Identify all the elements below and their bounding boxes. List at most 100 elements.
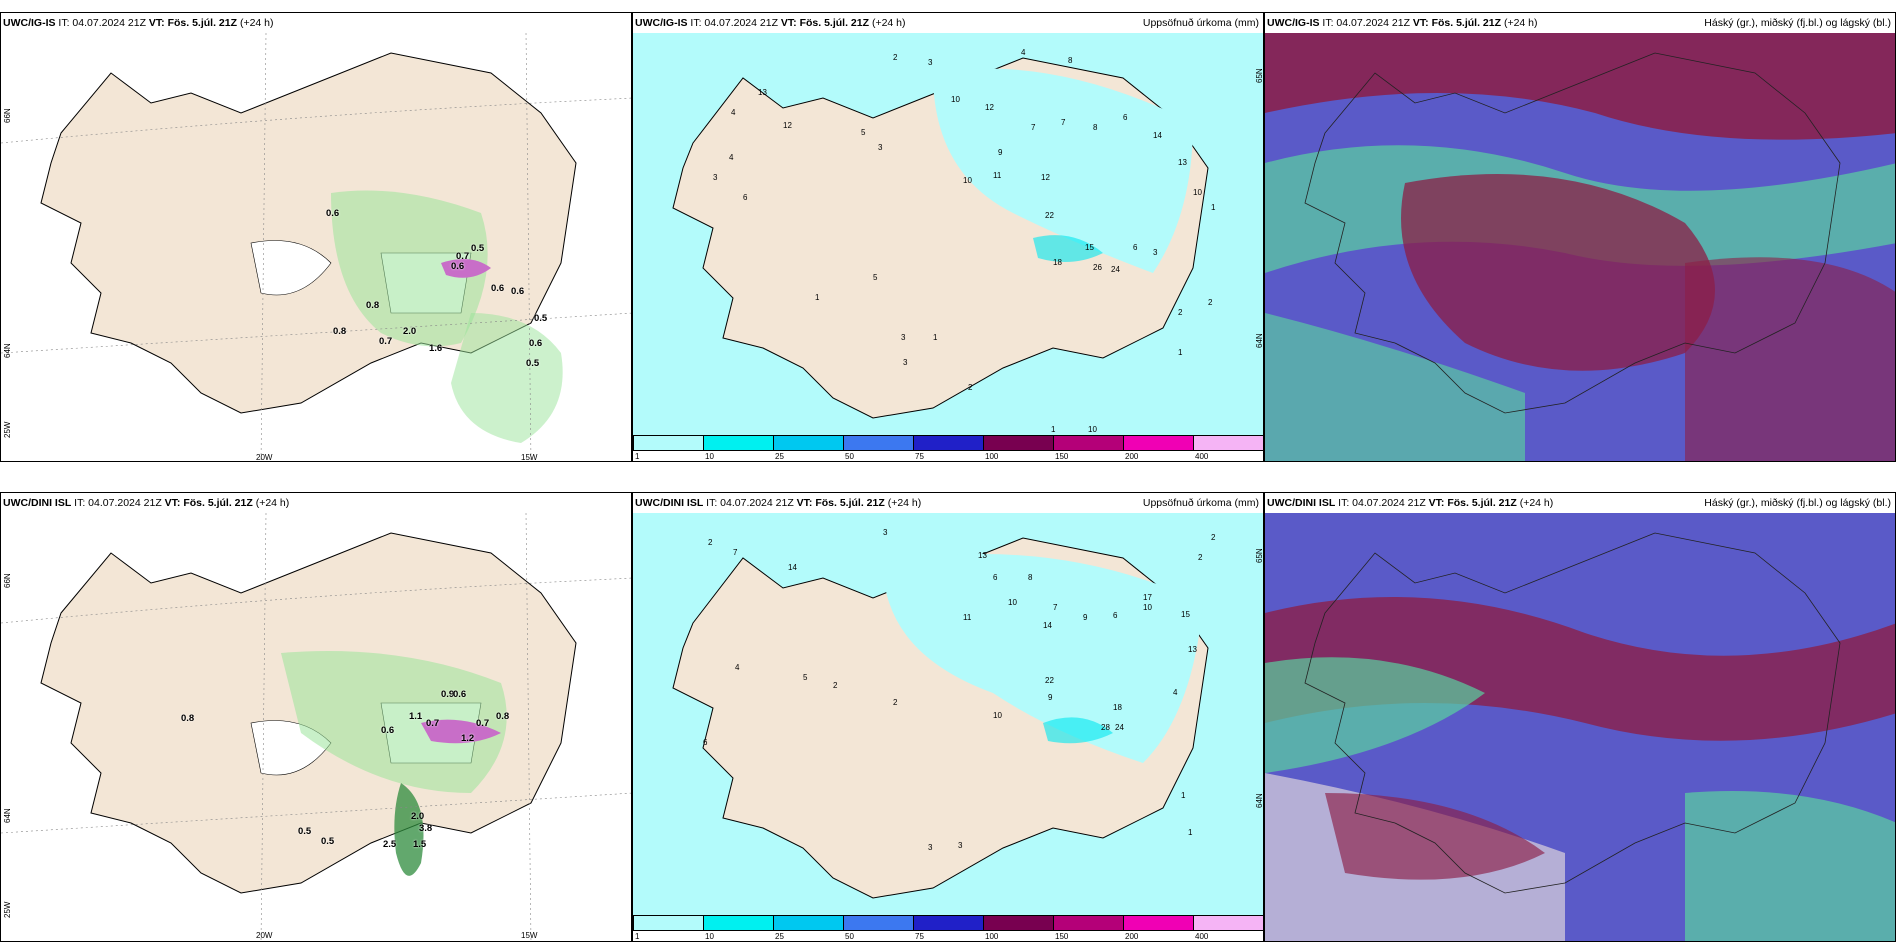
precip-value: 1 — [1178, 348, 1183, 357]
precip-value: 7 — [1061, 118, 1066, 127]
precip-value: 18 — [1113, 703, 1122, 712]
snow-value: 2.0 — [403, 326, 417, 337]
precip-value: 7 — [1053, 603, 1058, 612]
colorbar-label: 75 — [915, 452, 924, 461]
precip-value: 3 — [1153, 248, 1158, 257]
lon-label: 20W — [256, 453, 273, 462]
precip-value: 2 — [893, 53, 898, 62]
precip-value: 8 — [1028, 573, 1033, 582]
snow-value: 1.1 — [409, 711, 423, 722]
lon-label: 20W — [256, 931, 273, 940]
precip-value: 1 — [1051, 425, 1056, 434]
lat-label: 64N — [3, 808, 12, 823]
lat-label: 25W — [3, 421, 12, 438]
colorbar-swatch — [633, 435, 704, 451]
precip-value: 4 — [1173, 688, 1178, 697]
precip-value: 1 — [815, 293, 820, 302]
colorbar-label: 400 — [1195, 932, 1209, 941]
snow-value: 0.7 — [456, 251, 470, 262]
colorbar-label: 200 — [1125, 452, 1139, 461]
precip-value: 13 — [978, 551, 987, 560]
precip-value: 10 — [1143, 603, 1152, 612]
colorbar-swatch — [913, 435, 984, 451]
colorbar-label: 25 — [775, 932, 784, 941]
colorbar-swatch — [1053, 915, 1124, 931]
colorbar: 1 10 25 50 75 100 150 200 400 — [633, 435, 1263, 461]
precip-value: 4 — [729, 153, 734, 162]
precip-value: 10 — [963, 176, 972, 185]
colorbar-label: 25 — [775, 452, 784, 461]
precip-value: 3 — [958, 841, 963, 850]
precip-value: 3 — [901, 333, 906, 342]
precip-map — [633, 513, 1263, 917]
colorbar-swatch — [703, 435, 774, 451]
precip-value: 3 — [928, 843, 933, 852]
snow-value: 0.6 — [529, 338, 543, 349]
precip-value: 3 — [878, 143, 883, 152]
panel-title: UWC/DINI ISL IT: 04.07.2024 21Z VT: Fös.… — [635, 497, 922, 509]
colorbar-label: 1 — [635, 932, 640, 941]
precip-value: 14 — [1153, 131, 1162, 140]
colorbar-label: 100 — [985, 932, 999, 941]
lat-label: 65N — [1255, 548, 1264, 563]
panel-title: UWC/IG-IS IT: 04.07.2024 21Z VT: Fös. 5.… — [3, 17, 274, 29]
precip-value: 6 — [993, 573, 998, 582]
precip-value: 4 — [1021, 48, 1026, 57]
snow-value: 0.6 — [491, 283, 505, 294]
precip-value: 15 — [1085, 243, 1094, 252]
precip-value: 4 — [735, 663, 740, 672]
panel-r1c1: UWC/IG-IS IT: 04.07.2024 21Z VT: Fös. 5.… — [0, 12, 632, 462]
lat-label: 25W — [3, 901, 12, 918]
snow-value: 0.5 — [534, 313, 548, 324]
precip-value: 1 — [1181, 791, 1186, 800]
precip-value: 6 — [1113, 611, 1118, 620]
precip-value: 11 — [963, 613, 972, 622]
precip-value: 11 — [993, 171, 1002, 180]
precip-value: 22 — [1045, 676, 1054, 685]
precip-value: 8 — [1068, 56, 1073, 65]
precip-value: 5 — [873, 273, 878, 282]
precip-value: 7 — [733, 548, 738, 557]
snow-value: 0.6 — [511, 286, 525, 297]
colorbar-label: 400 — [1195, 452, 1209, 461]
precip-value: 2 — [893, 698, 898, 707]
precip-value: 12 — [783, 121, 792, 130]
panel-title: UWC/DINI ISL IT: 04.07.2024 21Z VT: Fös.… — [1267, 497, 1554, 509]
precip-map — [633, 33, 1263, 437]
snow-value: 0.8 — [333, 326, 347, 337]
colorbar-swatch — [843, 915, 914, 931]
colorbar-swatch — [843, 435, 914, 451]
snow-value: 0.8 — [496, 711, 510, 722]
colorbar-swatch — [1193, 435, 1263, 451]
precip-value: 4 — [731, 108, 736, 117]
precip-value: 1 — [1188, 828, 1193, 837]
colorbar-label: 10 — [705, 452, 714, 461]
colorbar-label: 150 — [1055, 932, 1069, 941]
precip-value: 24 — [1111, 265, 1120, 274]
precip-value: 9 — [1083, 613, 1088, 622]
precip-value: 15 — [1181, 610, 1190, 619]
precip-value: 3 — [883, 528, 888, 537]
precip-value: 13 — [1178, 158, 1187, 167]
panel-r2c2: UWC/DINI ISL IT: 04.07.2024 21Z VT: Fös.… — [632, 492, 1264, 942]
precip-value: 28 — [1101, 723, 1110, 732]
colorbar-label: 75 — [915, 932, 924, 941]
lon-label: 15W — [521, 453, 538, 462]
precip-value: 14 — [788, 563, 797, 572]
snow-value: 0.8 — [366, 300, 380, 311]
panel-r2c1: UWC/DINI ISL IT: 04.07.2024 21Z VT: Fös.… — [0, 492, 632, 942]
colorbar: 1 10 25 50 75 100 150 200 400 — [633, 915, 1263, 941]
precip-value: 22 — [1045, 211, 1054, 220]
precip-value: 6 — [1133, 243, 1138, 252]
precip-value: 2 — [708, 538, 713, 547]
colorbar-label: 200 — [1125, 932, 1139, 941]
snow-value: 0.6 — [381, 725, 395, 736]
cloud-map — [1265, 513, 1895, 941]
panel-right-title: Uppsöfnuð úrkoma (mm) — [1142, 497, 1259, 509]
lon-label: 15W — [521, 931, 538, 940]
snow-value: 0.7 — [426, 718, 440, 729]
colorbar-label: 50 — [845, 932, 854, 941]
panel-right-title: Háský (gr.), miðský (fj.bl.) og lágský (… — [1704, 17, 1891, 29]
precip-value: 2 — [1211, 533, 1216, 542]
panel-title: UWC/IG-IS IT: 04.07.2024 21Z VT: Fös. 5.… — [1267, 17, 1538, 29]
